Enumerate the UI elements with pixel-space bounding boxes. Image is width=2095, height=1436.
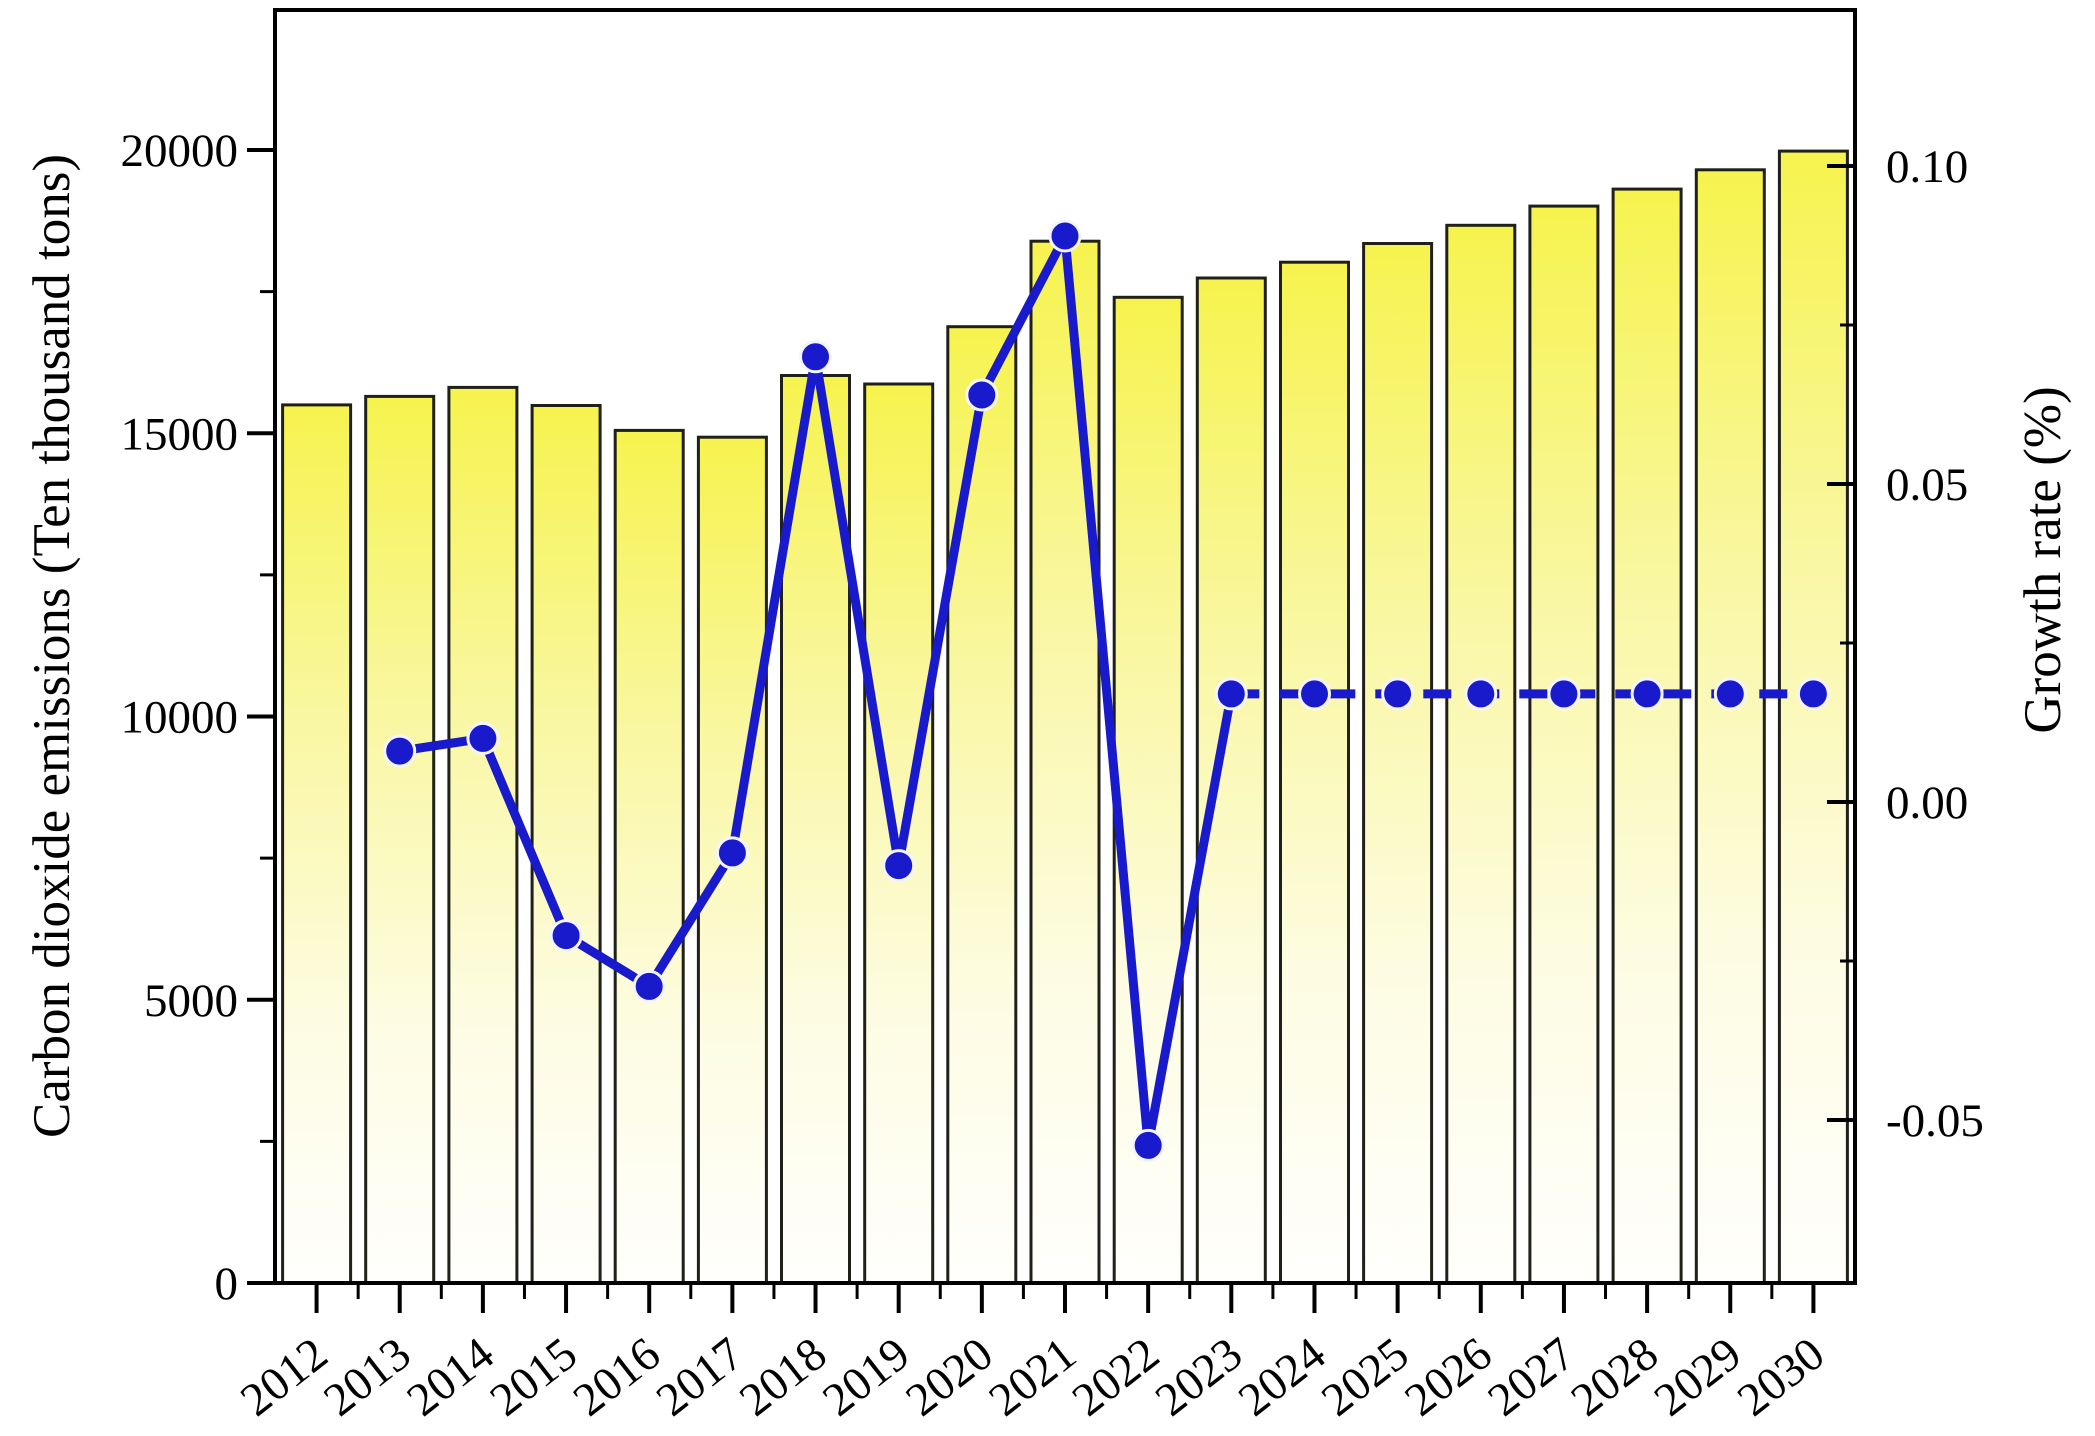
bar-2013 [364,394,436,1285]
x-tick-label-2030: 2030 [1728,1328,1834,1427]
growth-marker-2015 [549,919,583,953]
x-tick-label-2027: 2027 [1479,1328,1585,1427]
growth-marker-2022 [1131,1128,1165,1162]
right-tick-label: 0.05 [1886,459,1968,511]
bars-layer [281,149,1849,1285]
bar-2018 [780,374,851,1285]
bar-2029 [1694,168,1766,1285]
ticks-layer [247,148,1855,1313]
growth-marker-2019 [882,849,916,883]
growth-marker-2026 [1464,677,1498,711]
growth-marker-2024 [1298,677,1331,711]
x-tick-label-2013: 2013 [314,1328,420,1427]
bar-2012 [281,403,353,1285]
bar-2015 [530,404,602,1285]
bar-2014 [447,385,519,1285]
x-tick-label-2024: 2024 [1229,1328,1335,1427]
x-tick-label-2015: 2015 [481,1328,587,1427]
bar-2025 [1362,242,1434,1285]
bar-2016 [613,428,685,1285]
growth-marker-2025 [1381,677,1415,711]
right-tick-label: 0.10 [1886,141,1968,193]
left-tick-label: 5000 [144,975,238,1027]
left-tick-label: 10000 [121,692,239,744]
x-tick-label-2026: 2026 [1395,1328,1501,1427]
right-tick-label: -0.05 [1886,1095,1984,1147]
left-tick-label: 15000 [121,408,239,460]
bar-2023 [1195,276,1267,1285]
x-tick-label-2029: 2029 [1645,1328,1751,1427]
growth-marker-2028 [1630,677,1664,711]
bar-2028 [1611,187,1683,1285]
x-tick-label-2025: 2025 [1312,1328,1418,1427]
bar-2020 [946,325,1018,1285]
growth-marker-2029 [1713,677,1747,711]
growth-marker-2018 [799,340,832,374]
left-tick-label: 20000 [121,125,239,177]
growth-marker-2017 [715,836,749,870]
bar-2026 [1445,223,1517,1285]
growth-marker-2020 [965,378,999,412]
x-tick-label-2022: 2022 [1063,1328,1169,1427]
left-axis-title: Carbon dioxide emissions (Ten thousand t… [23,153,81,1139]
x-tick-label-2021: 2021 [980,1328,1086,1427]
x-tick-label-2012: 2012 [231,1328,337,1427]
growth-marker-2021 [1048,219,1082,253]
bar-2030 [1777,149,1849,1285]
x-tick-label-2023: 2023 [1146,1328,1252,1427]
growth-marker-2023 [1214,677,1248,711]
growth-marker-2016 [632,969,666,1003]
x-tick-label-2028: 2028 [1562,1328,1668,1427]
x-tick-label-2019: 2019 [813,1328,919,1427]
bar-2021 [1029,239,1101,1285]
x-tick-label-2014: 2014 [398,1328,504,1427]
right-axis-title: Growth rate (%) [2014,386,2072,734]
growth-marker-2027 [1547,677,1581,711]
bar-2027 [1528,204,1600,1285]
bar-2019 [863,382,935,1285]
bar-2024 [1279,260,1350,1285]
x-tick-label-2020: 2020 [897,1328,1003,1427]
right-tick-label: 0.00 [1886,777,1968,829]
growth-line-layer [383,219,1830,1162]
growth-marker-2030 [1796,677,1830,711]
left-tick-label: 0 [215,1258,239,1310]
growth-marker-2013 [383,734,417,768]
x-tick-label-2016: 2016 [564,1328,670,1427]
growth-marker-2014 [466,721,500,755]
x-tick-label-2017: 2017 [647,1328,753,1427]
x-tick-label-2018: 2018 [730,1328,836,1427]
